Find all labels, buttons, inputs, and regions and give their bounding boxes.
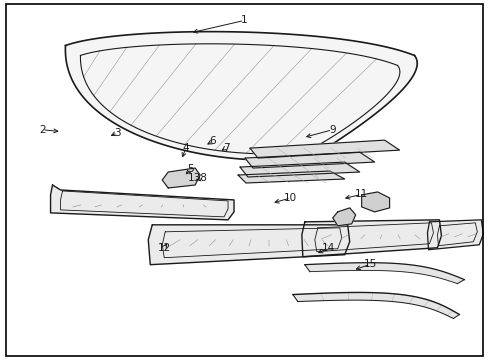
- Text: 15: 15: [363, 259, 376, 269]
- Text: 14: 14: [321, 243, 334, 253]
- Text: 5: 5: [187, 164, 194, 174]
- Text: 2: 2: [39, 125, 45, 135]
- Text: 10: 10: [284, 193, 297, 203]
- Polygon shape: [332, 208, 355, 226]
- Text: 1: 1: [241, 15, 247, 26]
- Text: 4: 4: [183, 143, 189, 153]
- Polygon shape: [65, 32, 416, 160]
- Polygon shape: [292, 292, 458, 319]
- Polygon shape: [304, 263, 464, 284]
- Polygon shape: [162, 168, 200, 188]
- Text: 3: 3: [114, 128, 121, 138]
- Polygon shape: [427, 220, 482, 250]
- Polygon shape: [240, 162, 359, 177]
- Polygon shape: [238, 171, 344, 183]
- Text: 12: 12: [157, 243, 170, 253]
- Text: 6: 6: [209, 136, 216, 146]
- Text: 11: 11: [354, 189, 367, 199]
- Polygon shape: [50, 185, 234, 220]
- Text: 9: 9: [328, 125, 335, 135]
- Text: 7: 7: [222, 143, 229, 153]
- Polygon shape: [244, 152, 374, 168]
- Polygon shape: [148, 225, 349, 265]
- Text: 138: 138: [188, 173, 208, 183]
- Polygon shape: [249, 140, 399, 158]
- Polygon shape: [361, 192, 389, 212]
- Polygon shape: [301, 220, 441, 257]
